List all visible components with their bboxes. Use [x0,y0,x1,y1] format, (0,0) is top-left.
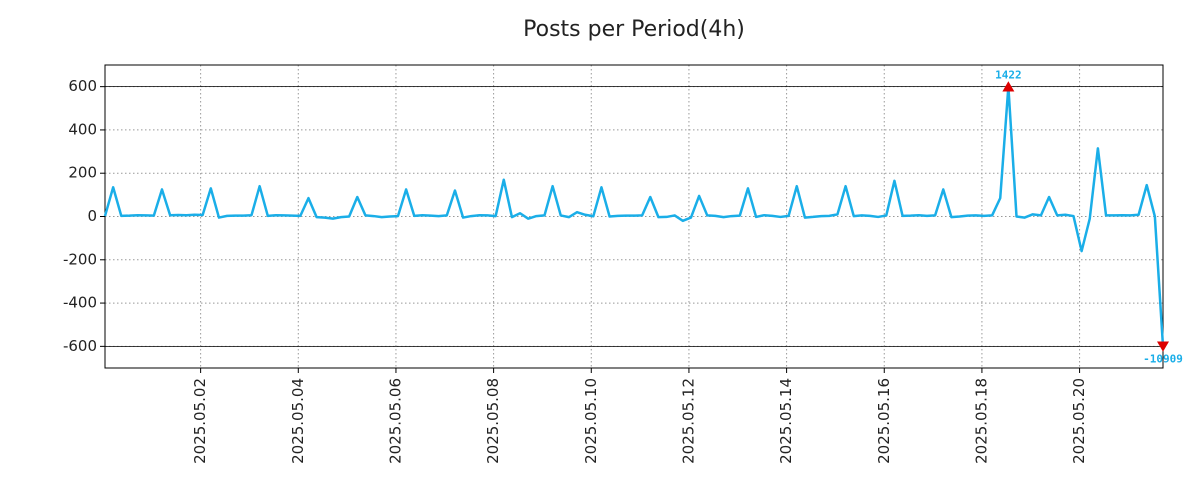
annotation-marker [1157,341,1169,352]
data-line [103,85,1165,347]
x-tick-label: 2025.05.20 [1070,378,1088,464]
x-tick-label: 2025.05.06 [386,378,404,464]
annotation-label: 1422 [995,69,1022,82]
x-tick-label: 2025.05.18 [972,378,990,464]
chart-title: Posts per Period(4h) [523,17,745,42]
y-tick-label: 200 [68,164,97,182]
x-tick-label: 2025.05.04 [289,378,307,464]
plot-frame [104,64,1164,369]
y-tick-label: -400 [63,294,97,312]
y-tick-label: -600 [63,337,97,355]
y-tick-label: 0 [87,207,97,225]
x-tick-label: 2025.05.08 [484,378,502,464]
x-tick-label: 2025.05.14 [777,378,795,464]
annotation-marker [1002,81,1015,92]
annotation-label: -10909 [1143,352,1183,365]
x-tick-label: 2025.05.16 [875,378,893,464]
y-tick-label: -200 [63,250,97,268]
y-tick-label: 400 [68,120,97,138]
x-tick-label: 2025.05.12 [679,378,697,464]
x-tick-label: 2025.05.10 [582,378,600,464]
x-tick-label: 2025.05.02 [191,378,209,464]
y-tick-label: 600 [68,77,97,95]
